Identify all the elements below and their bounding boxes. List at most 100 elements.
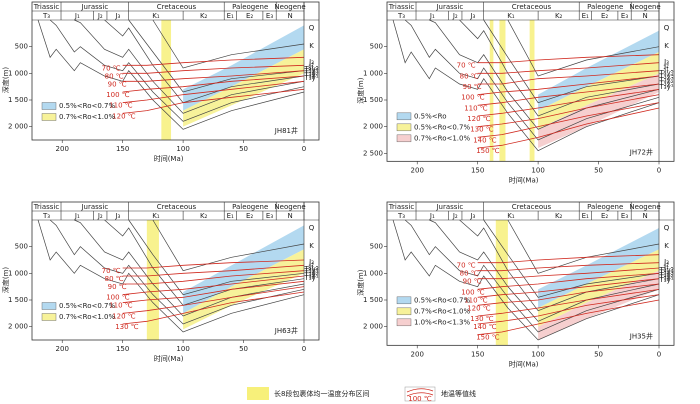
- epoch-label: K₂: [200, 212, 208, 220]
- burial-curve: [392, 219, 660, 341]
- strata-label: Q: [309, 24, 315, 32]
- plot-frame: [386, 201, 675, 346]
- legend-swatch: [396, 296, 412, 305]
- x-tick-label: 0: [657, 166, 661, 174]
- legend-swatch: [396, 307, 412, 316]
- strata-label: T₃y⁵: [658, 266, 673, 274]
- strata-label: T₃y²: [303, 272, 318, 280]
- isotherm: [477, 83, 660, 106]
- x-tick-label: 0: [302, 345, 306, 353]
- isotherm: [122, 56, 305, 66]
- isotherm: [477, 288, 660, 317]
- x-tick-label: 100: [531, 350, 544, 358]
- isotherm: [122, 88, 305, 114]
- isotherm-label: 110 ℃: [464, 296, 488, 304]
- strata-label: J₂: [663, 261, 669, 269]
- strata-label: T₃y²: [658, 80, 673, 88]
- period-label: Paleogene: [232, 203, 268, 211]
- legend-label: 0.7%<Ro<1.0%: [414, 134, 470, 142]
- period-label: Cretaceous: [157, 203, 197, 211]
- period-label: Jurassic: [80, 3, 108, 11]
- legend-swatch: [396, 112, 412, 121]
- ro-zone: [183, 225, 304, 314]
- period-label: Jurassic: [435, 203, 463, 211]
- x-tick-label: 200: [56, 345, 69, 353]
- y-tick-label: 500: [15, 243, 28, 251]
- x-tick-label: 100: [176, 145, 189, 153]
- epoch-label: J₃: [469, 12, 475, 20]
- isotherm-label: 90 ℃: [463, 83, 482, 91]
- epoch-label: E₂: [601, 212, 608, 220]
- isotherm-label: 130 ℃: [470, 315, 494, 323]
- x-tick-label: 200: [411, 350, 424, 358]
- burial-curve: [128, 19, 305, 93]
- isotherm-label: 120 ℃: [467, 304, 491, 312]
- strata-label: K: [309, 242, 314, 250]
- period-label: Paleogene: [587, 3, 623, 11]
- epoch-label: K₁: [152, 212, 160, 220]
- strata-label: J₂: [308, 260, 314, 268]
- strata-label: K: [664, 42, 669, 50]
- isotherm: [122, 275, 305, 296]
- burial-curve: [49, 219, 305, 325]
- epoch-label: E₁: [582, 212, 589, 220]
- period-label: Cretaceous: [512, 203, 552, 211]
- period-label: Triassic: [33, 203, 60, 211]
- strata-label: T₃y⁴: [658, 72, 673, 80]
- plot-frame: [31, 201, 320, 341]
- y-tick-label: 500: [370, 43, 383, 51]
- isotherm: [122, 64, 305, 74]
- period-label: Paleogene: [587, 203, 623, 211]
- burial-curve: [429, 19, 660, 130]
- isotherm-label: 120 ℃: [467, 115, 491, 123]
- y-axis-label: 深度(m): [1, 67, 10, 94]
- y-tick-label: 2 500: [363, 149, 383, 157]
- strata-label: T₃y¹: [303, 274, 318, 282]
- y-tick-label: 500: [370, 243, 383, 251]
- strata-label: T₃y¹: [658, 276, 673, 284]
- temperature-band: [529, 20, 535, 162]
- epoch-label: J₂: [452, 12, 458, 20]
- isotherm-label: 70 ℃: [102, 267, 121, 275]
- period-label: Triassic: [388, 203, 415, 211]
- isotherm-label: 100 ℃: [106, 294, 130, 302]
- legend-label: 0.5%<Ro<0.7%: [59, 302, 115, 310]
- isotherm-label: 80 ℃: [105, 275, 124, 283]
- isotherm-label: 110 ℃: [464, 104, 488, 112]
- strata-label: J₁: [663, 263, 669, 271]
- panel: 70 ℃ 80 ℃ 90 ℃ 100 ℃ 110 ℃ 120 ℃ 130 ℃ 140 ℃ 150…: [356, 1, 675, 184]
- y-tick-label: 1 500: [363, 296, 383, 304]
- isotherm: [477, 75, 660, 96]
- strata-label: J₂: [663, 62, 669, 70]
- isotherm: [122, 75, 305, 93]
- isotherm-label: 140 ℃: [473, 136, 497, 144]
- x-tick-label: 50: [239, 345, 248, 353]
- epoch-label: N: [287, 212, 292, 220]
- isotherm: [477, 272, 660, 290]
- strata-label: J₃: [308, 58, 314, 66]
- epoch-label: K₁: [152, 12, 160, 20]
- burial-curve: [429, 219, 660, 322]
- strata-label: T₃y⁴: [658, 268, 673, 276]
- isotherm: [477, 88, 660, 117]
- strata-label: T₃y³: [658, 76, 673, 84]
- strata-label: T₃y³: [658, 271, 673, 279]
- x-tick-label: 50: [594, 166, 603, 174]
- epoch-label: K₁: [507, 12, 515, 20]
- isotherm-label: 110 ℃: [109, 102, 133, 110]
- panel: 70 ℃80 ℃90 ℃ 100 ℃ 110 ℃ 120 ℃ Triassic Juras…: [1, 1, 320, 163]
- y-tick-label: 2 000: [363, 323, 383, 331]
- isotherm-label: 130 ℃: [115, 323, 139, 331]
- strata-label: J₁: [663, 65, 669, 73]
- epoch-label: E₃: [266, 12, 273, 20]
- strata-label: T₃y²: [658, 274, 673, 282]
- epoch-label: E₁: [227, 212, 234, 220]
- epoch-label: T₃: [42, 12, 50, 20]
- period-label: Jurassic: [80, 203, 108, 211]
- period-label: Neogene: [274, 3, 305, 11]
- strata-label: T₃y²: [303, 72, 318, 80]
- y-tick-label: 1 000: [363, 69, 383, 77]
- isotherm: [477, 54, 660, 64]
- burial-curve: [459, 19, 660, 117]
